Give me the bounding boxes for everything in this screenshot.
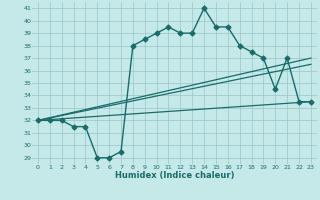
X-axis label: Humidex (Indice chaleur): Humidex (Indice chaleur)	[115, 171, 234, 180]
